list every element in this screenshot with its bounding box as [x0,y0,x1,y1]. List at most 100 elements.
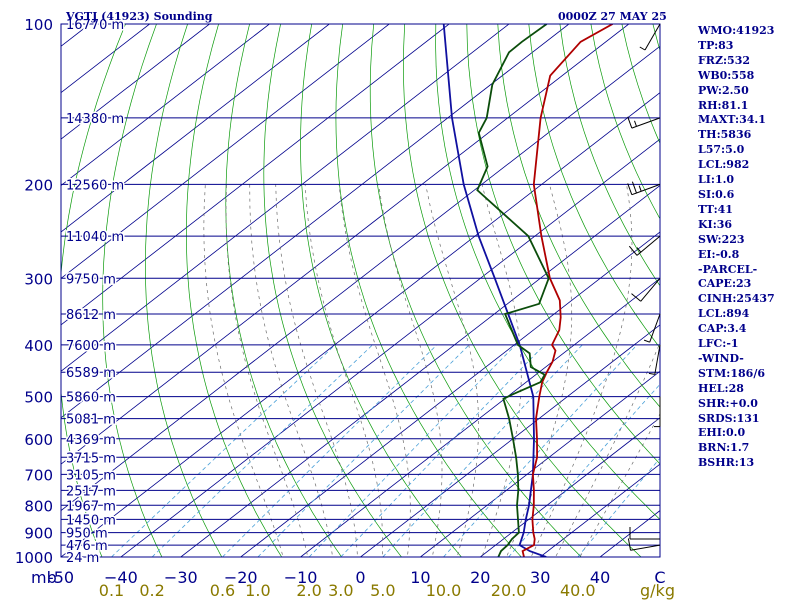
height-label: 2517 m [66,484,116,499]
wind-barb [627,181,661,196]
plot-frame [60,23,661,558]
isotherm-line [539,463,660,557]
index-item: LCL:982 [698,158,750,172]
index-item: CINH:25437 [698,292,775,306]
moist-adiabat-line [275,184,358,557]
index-item: BRN:1.7 [698,441,750,455]
mixing-ratio-line [340,344,545,557]
index-item: TH:5836 [698,128,752,142]
wind-barb-half-flag [639,46,646,51]
temperature-tick-label: -50 [48,568,74,587]
height-label: 16770 m [66,18,124,33]
mixing-ratio-tick-label: 0.1 [99,581,124,600]
wind-barb-staff [631,117,661,129]
wind-barb-flag [628,245,638,256]
temperature-tick-label: −40 [104,568,138,587]
height-label: 950 m [66,527,108,542]
height-label: 3715 m [66,451,116,466]
height-label: 12560 m [66,178,124,193]
wind-barb [628,235,661,256]
pressure-tick-label: 700 [24,466,53,484]
index-item: WB0:558 [698,68,755,82]
wind-barb [648,344,661,375]
stability-indices-panel: WMO:41923 TP:83 FRZ:532 WB0:558 PW:2.50 RH:81… [698,24,798,471]
wind-barb-flag [631,181,637,194]
index-item: CAP:3.4 [698,322,747,336]
wind-barb-half-flag [638,185,642,192]
wind-barb [629,527,660,540]
sounding-time: 0000Z 27 MAY 25 [558,10,667,23]
temperature-line [521,24,614,557]
mixing-ratio-tick-label: 2.0 [296,581,321,600]
wind-barbs [627,23,661,551]
index-item: SHR:+0.0 [698,396,758,410]
height-label: 5081 m [66,413,116,428]
index-item: LCL:894 [698,307,750,321]
dry-adiabat-line [335,24,522,557]
wind-barb-staff [630,544,661,551]
wind-barb [643,313,661,343]
height-label: 24 m [66,551,99,566]
mixing-ratio-line [222,344,438,557]
index-item: TT:41 [698,202,733,216]
isotherm-line [61,24,630,465]
wind-barb-flag [631,293,642,302]
index-item: FRZ:532 [698,53,751,67]
mixing-ratio-tick-labels: 0.1 0.2 0.6 1.0 2.0 3.0 5.0 10.0 20.0 40.0 [99,581,596,600]
isobar-lines [61,23,660,558]
index-item: WMO:41923 [698,24,775,37]
index-item: KI:36 [698,217,733,231]
isotherm-line [120,138,660,557]
index-item: LFC:-1 [698,337,739,351]
wind-barb-flag [627,183,633,195]
mixing-ratio-tick-label: 0.2 [139,581,164,600]
mixing-ratio-tick-label: 0.6 [210,581,235,600]
moist-adiabat-line [481,184,522,557]
wind-barb-staff [636,235,661,256]
index-item: SI:0.6 [698,187,735,201]
temperature-tick-label: C [654,568,665,587]
mixing-ratio-tick-label: 1.0 [245,581,270,600]
wind-barb-flag [627,116,633,129]
wind-barb [654,396,661,428]
isotherm-line [61,45,660,512]
wind-barb-staff [654,344,661,375]
pressure-tick-label: 400 [24,337,53,355]
height-label: 1967 m [66,499,116,514]
pressure-tick-label: 300 [24,270,53,288]
isotherm-line [61,24,330,233]
isotherm-line [61,24,390,279]
index-item: PW:2.50 [698,83,749,97]
wind-barb [627,116,661,129]
moist-adiabat-line [555,341,660,557]
mixing-ratio-tick-label: 3.0 [328,581,353,600]
moist-adiabat-line [378,184,443,557]
index-item: RH:81.1 [698,98,749,112]
index-item: LI:1.0 [698,173,735,187]
wind-barb [627,538,661,551]
height-label: 14380 m [66,112,124,127]
index-item: TP:83 [698,38,734,52]
temperature-tick-label: 0 [355,568,365,587]
pressure-tick-label: 800 [24,497,53,515]
index-item: MAXT:34.1 [698,113,766,127]
index-item: EHI:0.0 [698,426,746,440]
pressure-unit-label: mb [31,568,57,587]
height-label: 5860 m [66,391,116,406]
mixing-ratio-tick-label: 40.0 [560,581,596,600]
isotherm-line [480,417,660,557]
index-item: HEL:28 [698,381,744,395]
temperature-tick-label: −20 [224,568,258,587]
mixing-ratio-line [111,344,336,557]
parcel-path-line [442,24,547,557]
wind-barb-half-flag [643,339,650,343]
index-item: SRDS:131 [698,411,760,425]
dewpoint-line [476,24,550,557]
dry-adiabat-line [369,24,582,557]
height-label: 6589 m [66,366,116,381]
pressure-tick-label: 600 [24,431,53,449]
temperature-tick-label: 30 [530,568,550,587]
index-item: L57:5.0 [698,143,745,157]
wind-barb-flag [627,538,631,551]
